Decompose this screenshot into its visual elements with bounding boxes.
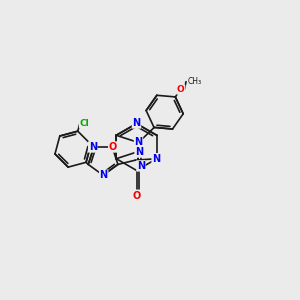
Text: O: O [177,85,185,94]
Text: N: N [152,154,160,164]
Text: N: N [88,142,97,152]
Text: CH₃: CH₃ [188,77,202,86]
Text: O: O [132,190,141,201]
Text: N: N [132,118,141,128]
Text: O: O [109,142,117,152]
Text: N: N [137,161,145,171]
Text: N: N [135,147,143,157]
Text: N: N [100,170,108,180]
Text: Cl: Cl [80,118,89,127]
Text: N: N [134,137,142,147]
